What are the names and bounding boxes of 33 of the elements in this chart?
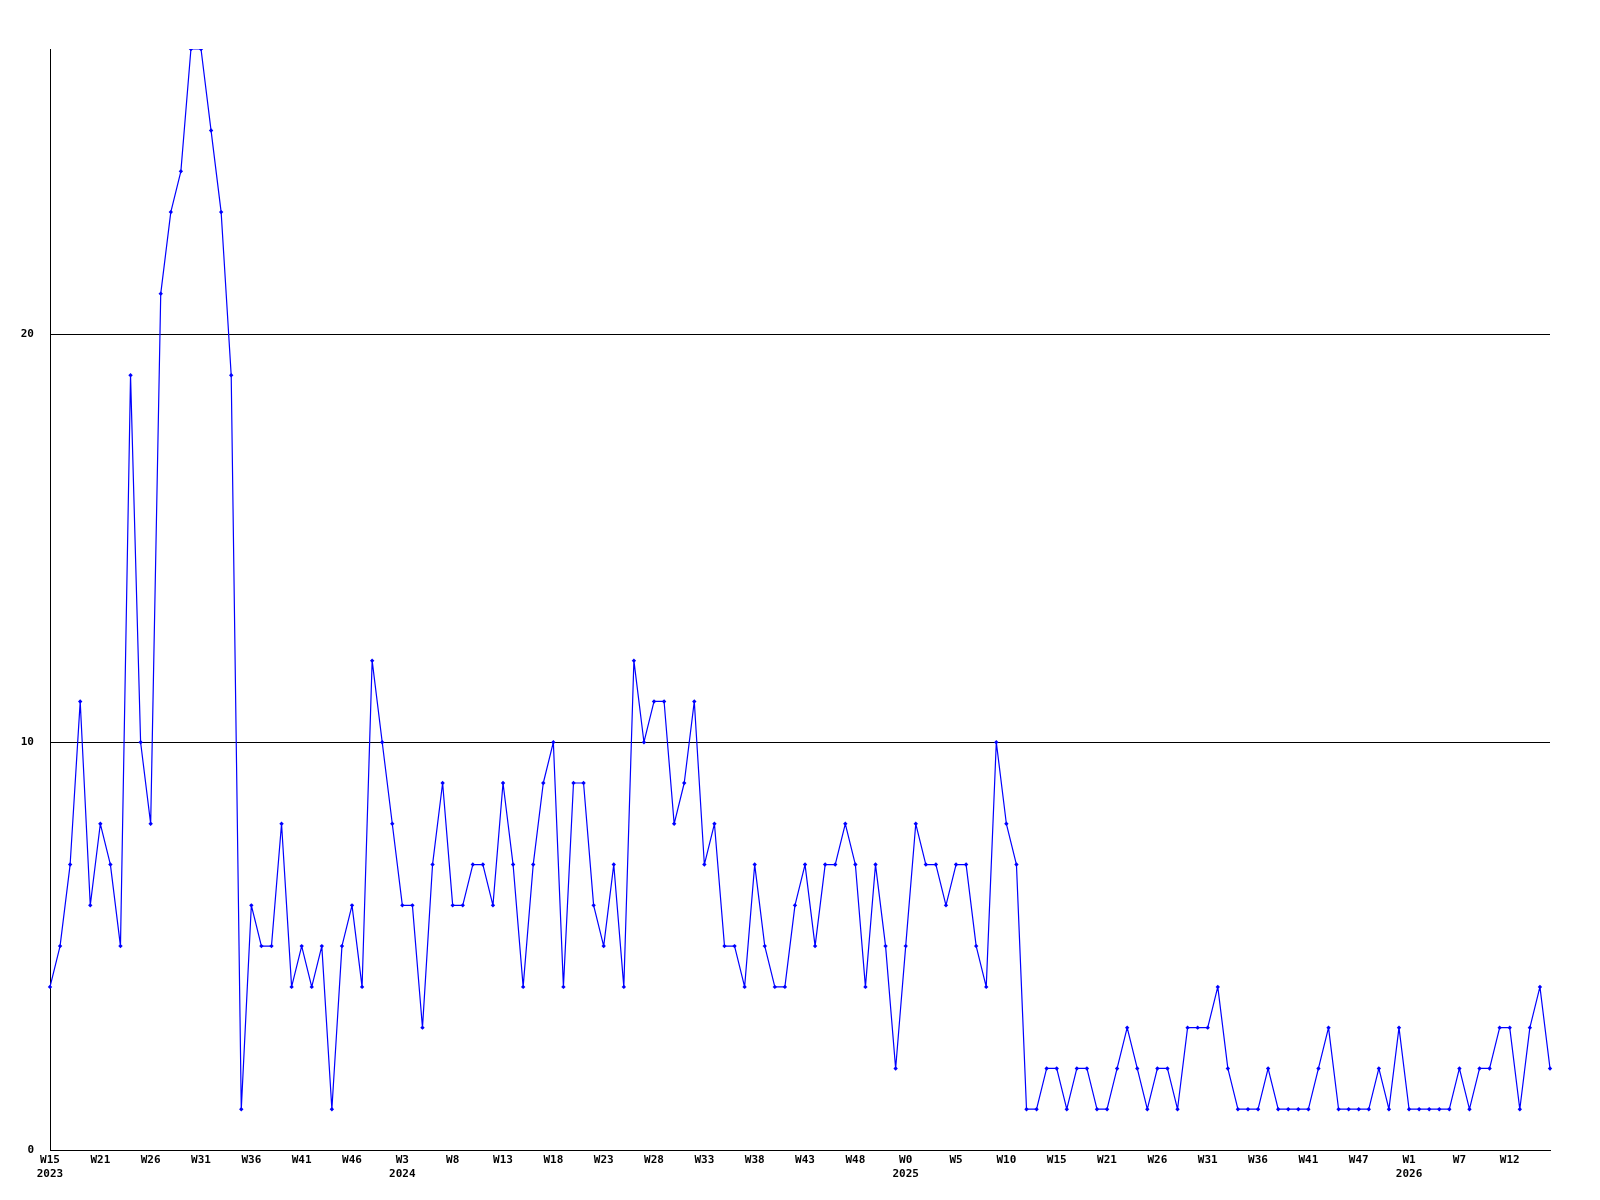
x-tick-label: W21 <box>1097 1153 1118 1167</box>
x-tick-label: W18 <box>543 1153 564 1167</box>
y-tick-label: 10 <box>20 735 34 749</box>
x-tick-label: W33 <box>694 1153 715 1167</box>
x-tick-label: W0 2025 <box>892 1153 919 1180</box>
x-tick-label: W31 <box>191 1153 212 1167</box>
x-tick-label: W1 2026 <box>1395 1153 1423 1180</box>
x-tick-label: W47 <box>1348 1153 1369 1167</box>
x-tick-label: W13 <box>493 1153 513 1167</box>
x-tick-label: W10 <box>996 1153 1017 1167</box>
x-tick-label: W41 <box>1298 1153 1319 1167</box>
x-tick-label: W48 <box>845 1153 866 1167</box>
x-tick-label: W23 <box>593 1153 614 1167</box>
x-tick-label: W21 <box>90 1153 111 1167</box>
x-tick-label: W3 2024 <box>389 1153 416 1180</box>
x-tick-label: W15 2023 <box>36 1153 64 1180</box>
x-tick-label: W36 <box>1248 1153 1269 1167</box>
x-tick-label: W15 <box>1046 1153 1067 1167</box>
x-tick-label: W41 <box>291 1153 312 1167</box>
x-tick-label: W8 <box>446 1153 460 1167</box>
x-tick-label: W28 <box>644 1153 664 1167</box>
x-tick-label: W26 <box>140 1153 161 1167</box>
x-tick-label: W5 <box>949 1153 963 1167</box>
x-tick-label: W46 <box>342 1153 363 1167</box>
x-tick-label: W38 <box>744 1153 765 1167</box>
y-tick-label: 20 <box>20 327 34 341</box>
y-tick-label: 0 <box>27 1142 34 1156</box>
x-tick-label: W7 <box>1452 1153 1467 1167</box>
x-tick-label: W12 <box>1499 1153 1520 1167</box>
x-tick-label: W26 <box>1147 1153 1168 1167</box>
x-tick-label: W43 <box>795 1153 815 1167</box>
x-tick-label: W36 <box>241 1153 262 1167</box>
x-tick-label: W31 <box>1197 1153 1219 1167</box>
